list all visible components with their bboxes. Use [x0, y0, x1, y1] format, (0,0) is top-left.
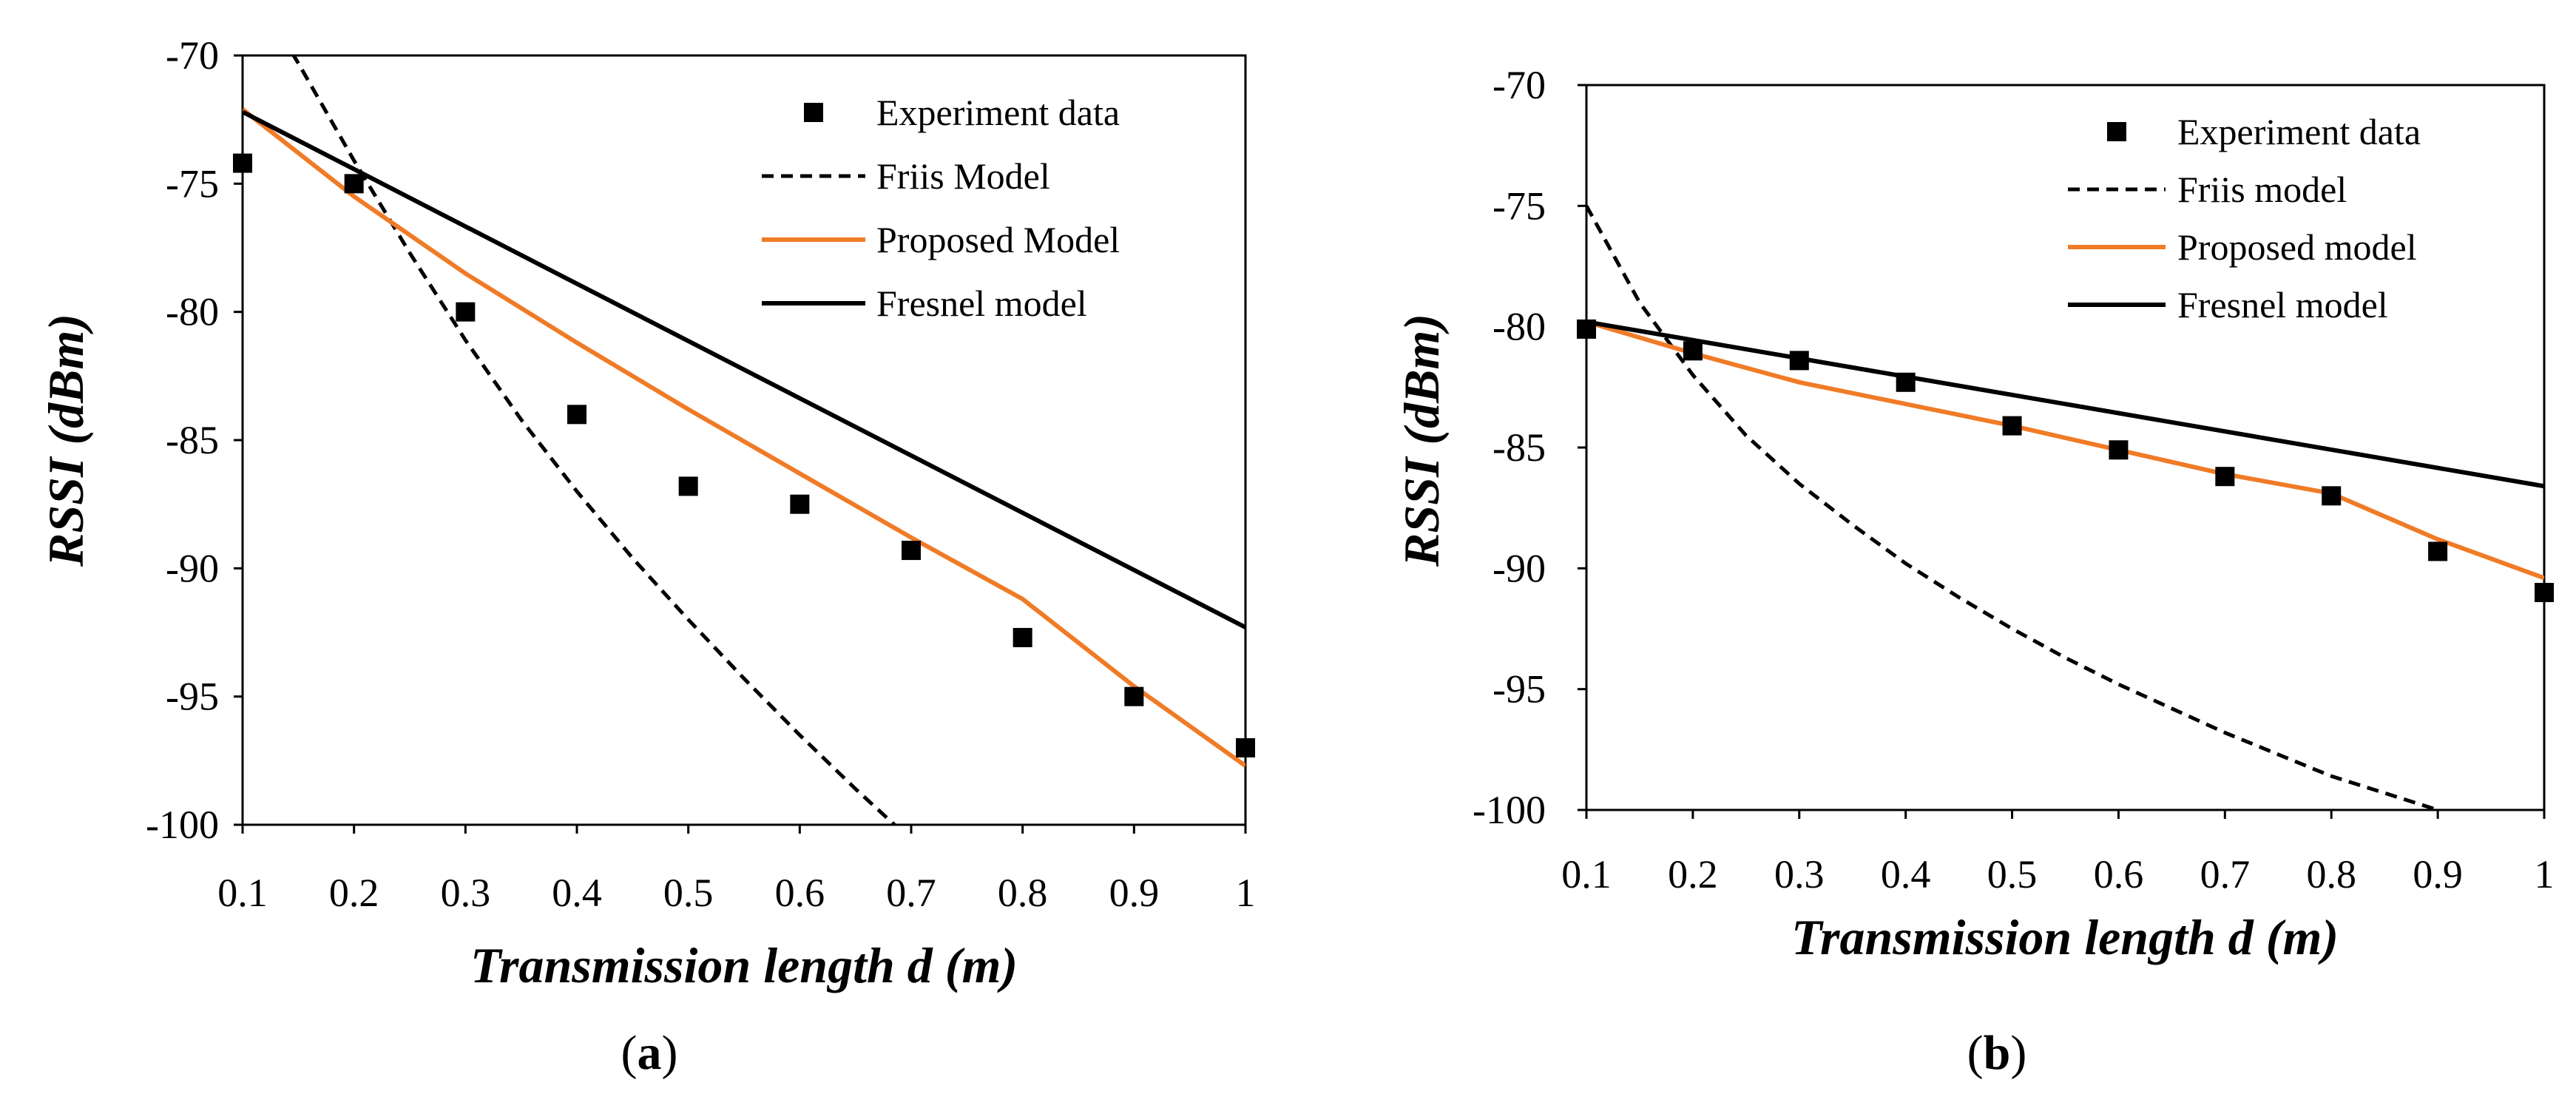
series-proposed-model-line: [1586, 320, 2544, 581]
series-group: [1586, 205, 2544, 810]
legend: Experiment data Friis Model Proposed Model…: [762, 92, 1120, 324]
series-experiment-data-point: [2002, 416, 2022, 436]
legend-proposed-model-label: Proposed Model: [876, 219, 1120, 260]
x-tick-label: 0.7: [886, 871, 936, 915]
x-axis-title: Transmission length d (m): [470, 937, 1018, 993]
x-tick-label: 0.1: [217, 871, 268, 915]
x-tick-label: 0.6: [775, 871, 825, 915]
x-tick-label: 0.9: [1109, 871, 1160, 915]
series-experiment-data-point: [1236, 738, 1255, 757]
series-experiment-data-point: [2428, 541, 2448, 561]
legend-experiment-data-label: Experiment data: [2177, 111, 2421, 152]
legend-friis-model-label: Friis model: [2177, 169, 2347, 210]
y-tick-label: -70: [166, 33, 219, 78]
series-experiment-data-point: [2215, 467, 2235, 487]
x-tick-label: 1: [1236, 871, 1256, 915]
x-tick-label: 1: [2535, 852, 2555, 897]
series-experiment-data-point: [233, 153, 252, 173]
panel-label: (b): [1967, 1026, 2027, 1080]
y-tick-label: -70: [1492, 63, 1546, 107]
y-tick-label: -75: [166, 161, 219, 206]
series-experiment-data-point: [790, 494, 810, 514]
series-fresnel-model-line: [243, 109, 1245, 629]
series-friis-model-line: [291, 55, 898, 825]
series-fresnel-model-line: [1586, 320, 2544, 489]
legend-experiment-data-marker: [804, 103, 823, 122]
legend-fresnel-model-label: Fresnel model: [2177, 284, 2388, 325]
x-tick-label: 0.7: [2200, 852, 2251, 897]
panel-label-close: ): [2010, 1026, 2026, 1080]
series-experiment-data-point: [567, 405, 586, 425]
series-group: [243, 55, 1245, 825]
legend-fresnel-model-label: Fresnel model: [876, 283, 1087, 324]
series-experiment-data-point: [1577, 319, 1596, 339]
series-friis-model-line: [1586, 205, 2438, 810]
y-tick-label: -100: [1473, 788, 1546, 832]
legend: Experiment data Friis model Proposed model…: [2068, 111, 2421, 325]
chart-panel-a: -70 -75 -80 -85 -90 -95 -100 0.1 0.2 0.3 0.4 0.5 0.6…: [38, 33, 1256, 1080]
series-experiment-data-point: [1013, 627, 1032, 647]
y-tick-label: -90: [1492, 546, 1546, 590]
series-experiment-data-point: [1789, 351, 1809, 371]
y-tick-label: -85: [166, 418, 219, 462]
x-tick-label: 0.2: [329, 871, 379, 915]
x-tick-label: 0.2: [1668, 852, 1718, 897]
y-axis-title: RSSI (dBm): [38, 314, 94, 567]
y-tick-label: -80: [1492, 305, 1546, 349]
series-experiment-data-point: [678, 476, 698, 496]
panel-label-letter: a: [638, 1026, 662, 1080]
y-tick-label: -80: [166, 290, 219, 334]
legend-experiment-data-label: Experiment data: [876, 92, 1120, 133]
panel-label: (a): [621, 1026, 678, 1080]
panel-label-letter: b: [1984, 1026, 2011, 1080]
chart-panel-b: -70 -75 -80 -85 -90 -95 -100 0.1 0.2 0.3 0.4 0.5 0.6…: [1393, 63, 2555, 1080]
series-proposed-model-line: [243, 107, 1245, 768]
panel-label-open: (: [621, 1026, 638, 1080]
x-tick-label: 0.8: [998, 871, 1048, 915]
series-experiment-data-point: [1896, 372, 1916, 392]
legend-friis-model-label: Friis Model: [876, 155, 1050, 197]
x-tick-label: 0.5: [663, 871, 714, 915]
y-tick-label: -95: [166, 675, 219, 719]
panel-label-close: ): [662, 1026, 678, 1080]
series-experiment-data-point: [2322, 486, 2342, 506]
y-tick-label: -100: [146, 803, 219, 847]
y-tick-label: -85: [1492, 425, 1546, 470]
series-experiment-data-point: [1683, 341, 1703, 361]
x-tick-label: 0.4: [1881, 852, 1931, 897]
y-axis-title: RSSI (dBm): [1393, 314, 1450, 567]
x-tick-label: 0.3: [1774, 852, 1825, 897]
series-experiment-data-point: [456, 302, 476, 322]
series-experiment-data-point: [2535, 583, 2554, 602]
y-tick-label: -90: [166, 546, 219, 590]
panel-label-open: (: [1967, 1026, 1984, 1080]
x-axis-title: Transmission length d (m): [1791, 909, 2339, 965]
x-tick-label: 0.8: [2306, 852, 2356, 897]
x-tick-label: 0.1: [1561, 852, 1612, 897]
series-experiment-data-point: [2109, 440, 2129, 460]
series-experiment-data-point: [1124, 686, 1144, 706]
x-tick-label: 0.6: [2094, 852, 2144, 897]
y-tick-label: -95: [1492, 667, 1546, 712]
legend-proposed-model-label: Proposed model: [2177, 226, 2417, 268]
y-tick-label: -75: [1492, 183, 1546, 228]
x-tick-label: 0.3: [441, 871, 491, 915]
x-tick-label: 0.4: [552, 871, 602, 915]
plot-frame: [1585, 84, 2546, 811]
series-experiment-data-point: [344, 174, 364, 194]
x-tick-label: 0.5: [1987, 852, 2038, 897]
x-tick-label: 0.9: [2413, 852, 2463, 897]
series-experiment-data-point: [902, 541, 921, 561]
legend-experiment-data-marker: [2107, 122, 2126, 141]
